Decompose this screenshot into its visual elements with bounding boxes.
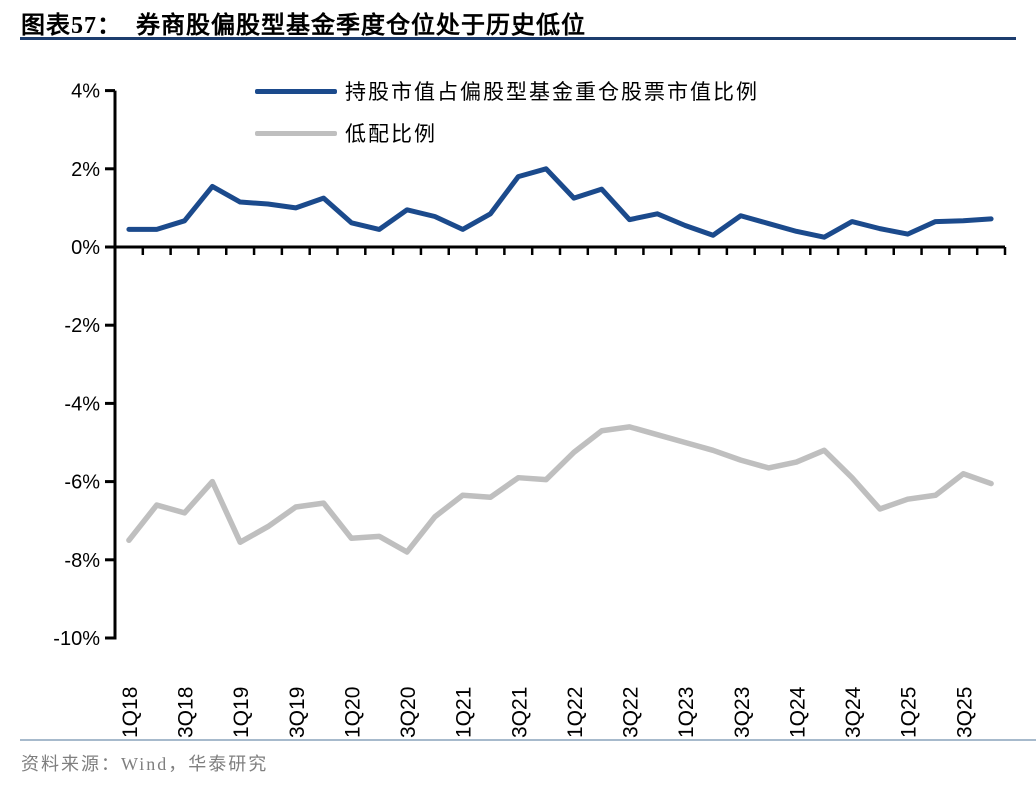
title-divider [20,37,1016,40]
x-tick-label: 3Q25 [953,687,976,738]
legend-swatch-holdings-ratio [255,88,337,94]
source-attribution: 资料来源：Wind，华泰研究 [21,754,269,774]
legend-label-underweight-ratio: 低配比例 [345,122,437,146]
chart-title: 图表57： 券商股偏股型基金季度仓位处于历史低位 [21,5,586,40]
y-tick-label: -10% [53,628,100,650]
footer-divider [20,739,1036,741]
legend-label-holdings-ratio: 持股市值占偏股型基金重仓股票市值比例 [345,80,759,104]
y-tick-label: 2% [71,159,100,181]
x-tick-label: 1Q18 [119,687,142,738]
x-tick-label: 1Q23 [675,687,698,738]
y-tick-label: 0% [71,237,100,259]
chart-number: 图表57： [21,13,122,39]
x-tick-label: 3Q19 [286,687,309,738]
y-tick-label: 4% [71,81,100,103]
x-tick-label: 1Q24 [786,686,809,738]
legend-item-holdings-ratio: 持股市值占偏股型基金重仓股票市值比例 [255,76,759,106]
series-line-holdings-ratio [126,166,994,240]
chart-legend: 持股市值占偏股型基金重仓股票市值比例 低配比例 [255,76,759,148]
x-tick-label: 3Q23 [731,687,754,738]
legend-item-underweight-ratio: 低配比例 [255,118,759,148]
chart-title-text: 券商股偏股型基金季度仓位处于历史低位 [136,13,586,39]
x-tick-label: 3Q20 [397,687,420,738]
series-line-underweight-ratio [126,424,994,555]
y-tick-label: -8% [64,550,100,572]
x-tick-label: 1Q20 [341,687,364,738]
x-tick-label: 1Q21 [453,687,476,738]
x-tick-label: 1Q25 [898,687,921,738]
x-tick-label: 3Q18 [175,687,198,738]
x-tick-label: 1Q19 [230,687,253,738]
x-tick-label: 3Q24 [842,686,865,738]
y-tick-label: -2% [64,315,100,337]
x-tick-label: 3Q21 [508,687,531,738]
y-tick-label: -6% [64,472,100,494]
y-tick-label: -4% [64,393,100,415]
legend-swatch-underweight-ratio [255,130,337,136]
x-tick-label: 3Q22 [620,687,643,738]
x-tick-label: 1Q22 [564,687,587,738]
